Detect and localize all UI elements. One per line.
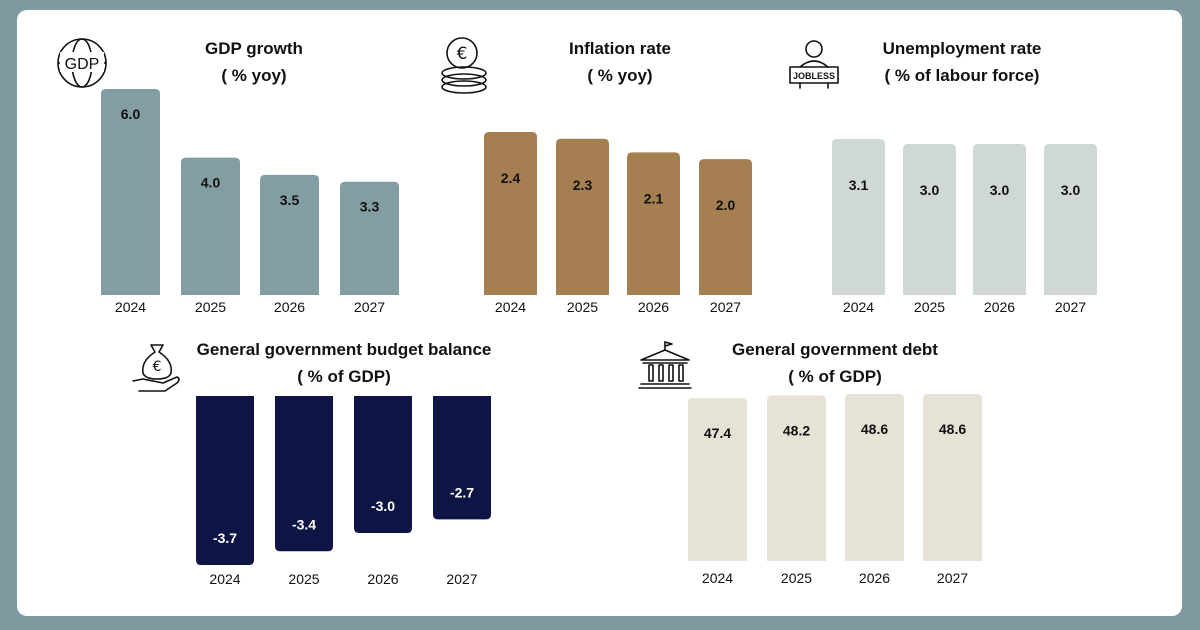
- tick-label: 2024: [702, 570, 733, 586]
- bar-2024: [688, 398, 747, 561]
- bar-2024: [101, 89, 160, 295]
- bar-2027: [1044, 144, 1097, 295]
- tick-label: 2025: [914, 299, 945, 315]
- chart-title: Inflation rate: [569, 39, 671, 58]
- bar-2025: [903, 144, 956, 295]
- data-label: 2.1: [644, 190, 664, 206]
- bar-2025: [556, 138, 609, 295]
- tick-label: 2025: [195, 299, 226, 315]
- tick-label: 2027: [1055, 299, 1086, 315]
- data-label: 3.1: [849, 177, 869, 193]
- data-label: 3.0: [1061, 182, 1081, 198]
- bar-2026: [354, 396, 412, 534]
- tick-label: 2027: [354, 299, 385, 315]
- tick-label: 2025: [567, 299, 598, 315]
- bar-2026: [627, 152, 680, 295]
- tick-label: 2025: [781, 570, 812, 586]
- data-label: 47.4: [704, 425, 731, 441]
- chart-subtitle: ( % of GDP): [788, 367, 882, 386]
- bar-2025: [181, 157, 240, 295]
- data-label: 3.5: [280, 192, 300, 208]
- chart-title: Unemployment rate: [883, 39, 1042, 58]
- svg-text:€: €: [457, 44, 468, 64]
- bar-2024: [196, 396, 254, 565]
- chart-subtitle: ( % of GDP): [297, 367, 391, 386]
- tick-label: 2027: [710, 299, 741, 315]
- data-label: -3.4: [292, 516, 316, 532]
- bar-2025: [767, 395, 826, 561]
- data-label: 48.6: [939, 421, 966, 437]
- data-label: 3.0: [920, 182, 940, 198]
- chart-budget: General government budget balance ( % of …: [196, 340, 491, 587]
- data-label: 2.3: [573, 177, 593, 193]
- bar-2024: [484, 132, 537, 295]
- data-label: -3.0: [371, 498, 395, 514]
- icon-label: GDP: [65, 56, 100, 73]
- chart-title: GDP growth: [205, 39, 303, 58]
- data-label: 48.2: [783, 422, 810, 438]
- tick-label: 2027: [937, 570, 968, 586]
- svg-text:€: €: [153, 359, 162, 375]
- data-label: 48.6: [861, 421, 888, 437]
- data-label: 4.0: [201, 175, 221, 191]
- bar-2025: [275, 396, 333, 552]
- chart-title: General government debt: [732, 340, 938, 359]
- bar-2026: [845, 394, 904, 561]
- bar-2024: [832, 139, 885, 295]
- tick-label: 2027: [446, 571, 477, 587]
- data-label: 6.0: [121, 106, 141, 122]
- data-label: -3.7: [213, 530, 237, 546]
- money-bag-hand-icon: €: [132, 344, 180, 392]
- tick-label: 2025: [288, 571, 319, 587]
- chart-subtitle: ( % yoy): [587, 66, 652, 85]
- chart-inflation: Inflation rate ( % yoy) 2.4 2024 2.3 2025 2.1 2…: [484, 39, 752, 315]
- tick-label: 2024: [209, 571, 240, 587]
- tick-label: 2024: [115, 299, 146, 315]
- data-label: -2.7: [450, 484, 474, 500]
- bar-2027: [340, 181, 399, 295]
- bar-2027: [699, 159, 752, 295]
- tick-label: 2026: [859, 570, 890, 586]
- bar-2027: [433, 396, 491, 520]
- chart-subtitle: ( % yoy): [221, 66, 286, 85]
- charts-canvas: GDP growth ( % yoy) 6.0 2024 4.0 2025 3.5 2026 3…: [57, 37, 1097, 587]
- tick-label: 2026: [984, 299, 1015, 315]
- infographic-card: GDP growth ( % yoy) 6.0 2024 4.0 2025 3.5 2026 3…: [17, 10, 1182, 616]
- bar-2027: [923, 394, 982, 561]
- chart-title: General government budget balance: [197, 340, 492, 359]
- government-building-icon: [638, 341, 692, 389]
- globe-gdp-icon: GDP: [57, 38, 107, 88]
- data-label: 2.0: [716, 197, 736, 213]
- icon-label: JOBLESS: [793, 71, 835, 81]
- tick-label: 2026: [367, 571, 398, 587]
- tick-label: 2026: [274, 299, 305, 315]
- euro-coins-icon: €: [441, 37, 487, 94]
- bar-2026: [260, 174, 319, 295]
- tick-label: 2026: [638, 299, 669, 315]
- tick-label: 2024: [495, 299, 526, 315]
- jobless-person-icon: JOBLESS: [789, 40, 839, 89]
- bar-2026: [973, 144, 1026, 295]
- chart-gdp: GDP growth ( % yoy) 6.0 2024 4.0 2025 3.5 2026 3…: [101, 39, 399, 315]
- data-label: 2.4: [501, 170, 521, 186]
- chart-unemployment: Unemployment rate ( % of labour force) 3.1…: [832, 39, 1097, 315]
- tick-label: 2024: [843, 299, 874, 315]
- chart-debt: General government debt ( % of GDP) 47.4 20…: [688, 340, 982, 586]
- data-label: 3.3: [360, 199, 380, 215]
- data-label: 3.0: [990, 182, 1010, 198]
- chart-subtitle: ( % of labour force): [885, 66, 1040, 85]
